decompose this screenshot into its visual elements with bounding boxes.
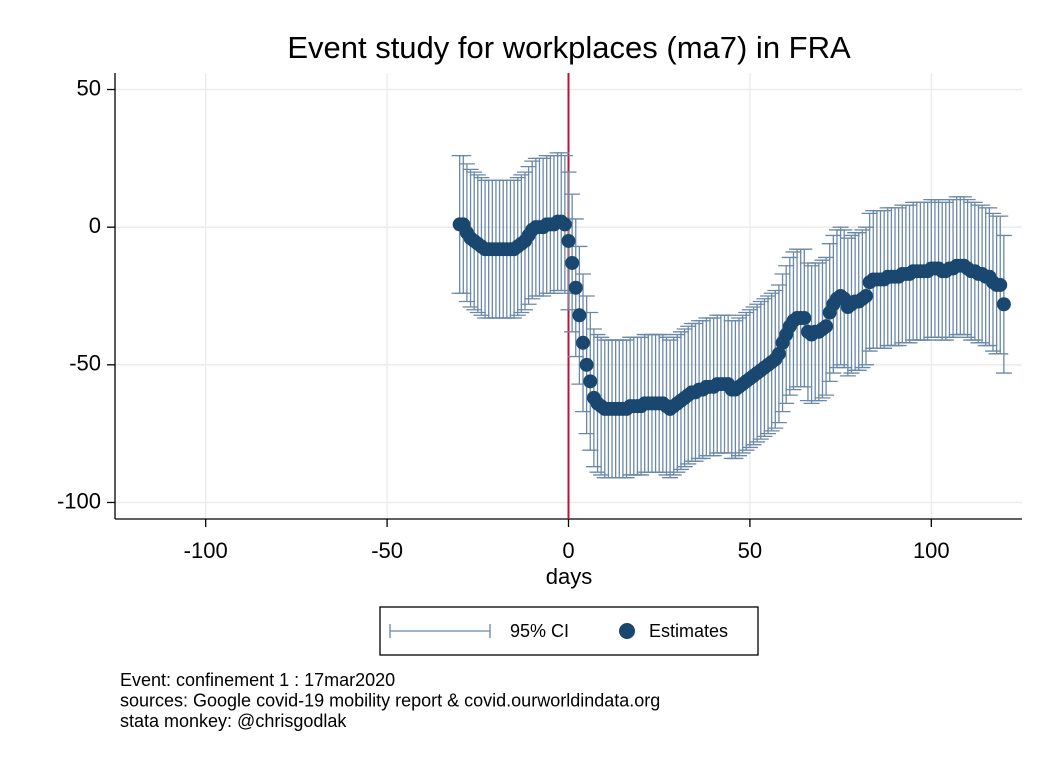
estimate-dot bbox=[579, 357, 594, 372]
estimate-dot bbox=[583, 374, 598, 389]
estimate-dot bbox=[993, 277, 1008, 292]
estimate-dot bbox=[819, 319, 834, 334]
y-tick-label: -50 bbox=[69, 351, 101, 376]
estimate-dot bbox=[858, 289, 873, 303]
x-tick-label: -50 bbox=[371, 538, 403, 563]
x-tick-label: 0 bbox=[562, 538, 574, 563]
legend-label: 95% CI bbox=[510, 621, 569, 641]
estimate-dot bbox=[771, 346, 786, 361]
note: Event: confinement 1 : 17mar2020 bbox=[120, 670, 395, 690]
estimate-dot bbox=[797, 311, 812, 326]
y-tick-label: 0 bbox=[89, 213, 101, 238]
estimate-dot bbox=[557, 217, 572, 232]
chart-title: Event study for workplaces (ma7) in FRA bbox=[287, 30, 851, 65]
note: stata monkey: @chrisgodlak bbox=[120, 711, 347, 731]
x-tick-label: 50 bbox=[738, 538, 762, 563]
legend-estimate-swatch bbox=[619, 623, 635, 639]
estimate-dot bbox=[996, 297, 1011, 312]
estimate-dot bbox=[568, 280, 583, 295]
estimate-dot bbox=[561, 233, 576, 248]
estimate-dot bbox=[576, 335, 591, 350]
y-tick-label: -100 bbox=[57, 488, 101, 513]
x-tick-label: -100 bbox=[184, 538, 228, 563]
estimate-dot bbox=[572, 308, 587, 323]
x-axis-label: days bbox=[546, 564, 592, 589]
y-tick-label: 50 bbox=[77, 75, 101, 100]
legend-label: Estimates bbox=[649, 621, 728, 641]
note: sources: Google covid-19 mobility report… bbox=[120, 690, 660, 710]
estimate-dot bbox=[565, 255, 580, 270]
x-tick-label: 100 bbox=[913, 538, 950, 563]
